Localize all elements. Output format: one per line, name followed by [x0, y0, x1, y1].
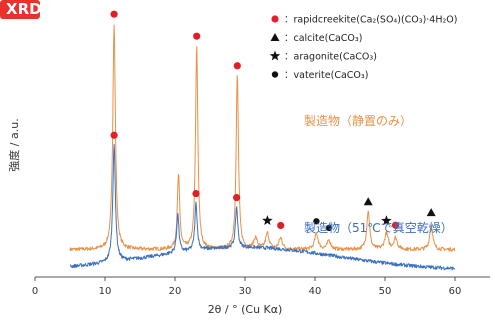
rapidcreekite-marker	[233, 62, 241, 70]
x-tick-label: 30	[239, 286, 252, 297]
legend-entry-label: ：vaterite(CaCO₃)	[284, 70, 368, 81]
vaterite-marker	[313, 218, 320, 225]
xrd-badge-background	[0, 0, 40, 19]
rapidcreekite-marker	[110, 131, 118, 139]
vaterite-marker	[325, 224, 333, 232]
calcite-marker	[363, 197, 373, 206]
x-tick-label: 60	[449, 286, 462, 297]
rapidcreekite-marker	[271, 15, 279, 23]
rapidcreekite-marker	[391, 221, 400, 229]
legend: ：rapidcreekite(Ca₂(SO₄)(CO₃)·4H₂O) ：calci…	[269, 15, 457, 81]
x-tick-label: 20	[169, 286, 182, 297]
x-tick-label: 40	[309, 286, 322, 297]
x-tick-label: 50	[379, 286, 392, 297]
rapidcreekite-marker	[277, 221, 285, 230]
aragonite-marker	[381, 215, 392, 226]
x-tick-label: 0	[32, 286, 38, 297]
aragonite-marker	[269, 50, 281, 61]
aragonite-marker	[262, 215, 273, 226]
y-axis-title: 強度 / a.u.	[7, 118, 21, 171]
series-label-static: 製造物（静置のみ）	[304, 114, 412, 128]
series-line-1	[69, 143, 456, 271]
legend-entry-label: ：aragonite(CaCO₃)	[284, 52, 377, 63]
x-tick-label: 10	[99, 286, 112, 297]
series-label-vacuum-dried: 製造物（51℃で真空乾燥）	[304, 221, 453, 235]
calcite-marker	[270, 33, 280, 41]
calcite-marker	[426, 208, 436, 217]
xrd-badge: XRD	[0, 0, 42, 19]
plot-area	[69, 10, 456, 271]
legend-entry-label: ：calcite(CaCO₃)	[284, 33, 362, 44]
rapidcreekite-marker	[192, 189, 200, 198]
vaterite-marker	[271, 71, 279, 78]
rapidcreekite-marker	[233, 194, 241, 202]
legend-entry-label: ：rapidcreekite(Ca₂(SO₄)(CO₃)·4H₂O)	[284, 15, 457, 26]
rapidcreekite-marker	[110, 10, 118, 18]
series-line-0	[69, 24, 456, 252]
x-axis: 0 10 20 30 40 50 60	[32, 276, 490, 297]
xrd-badge-text: XRD	[6, 0, 42, 18]
x-axis-title: 2θ / ° (Cu Kα)	[208, 303, 283, 316]
rapidcreekite-marker	[193, 32, 201, 40]
